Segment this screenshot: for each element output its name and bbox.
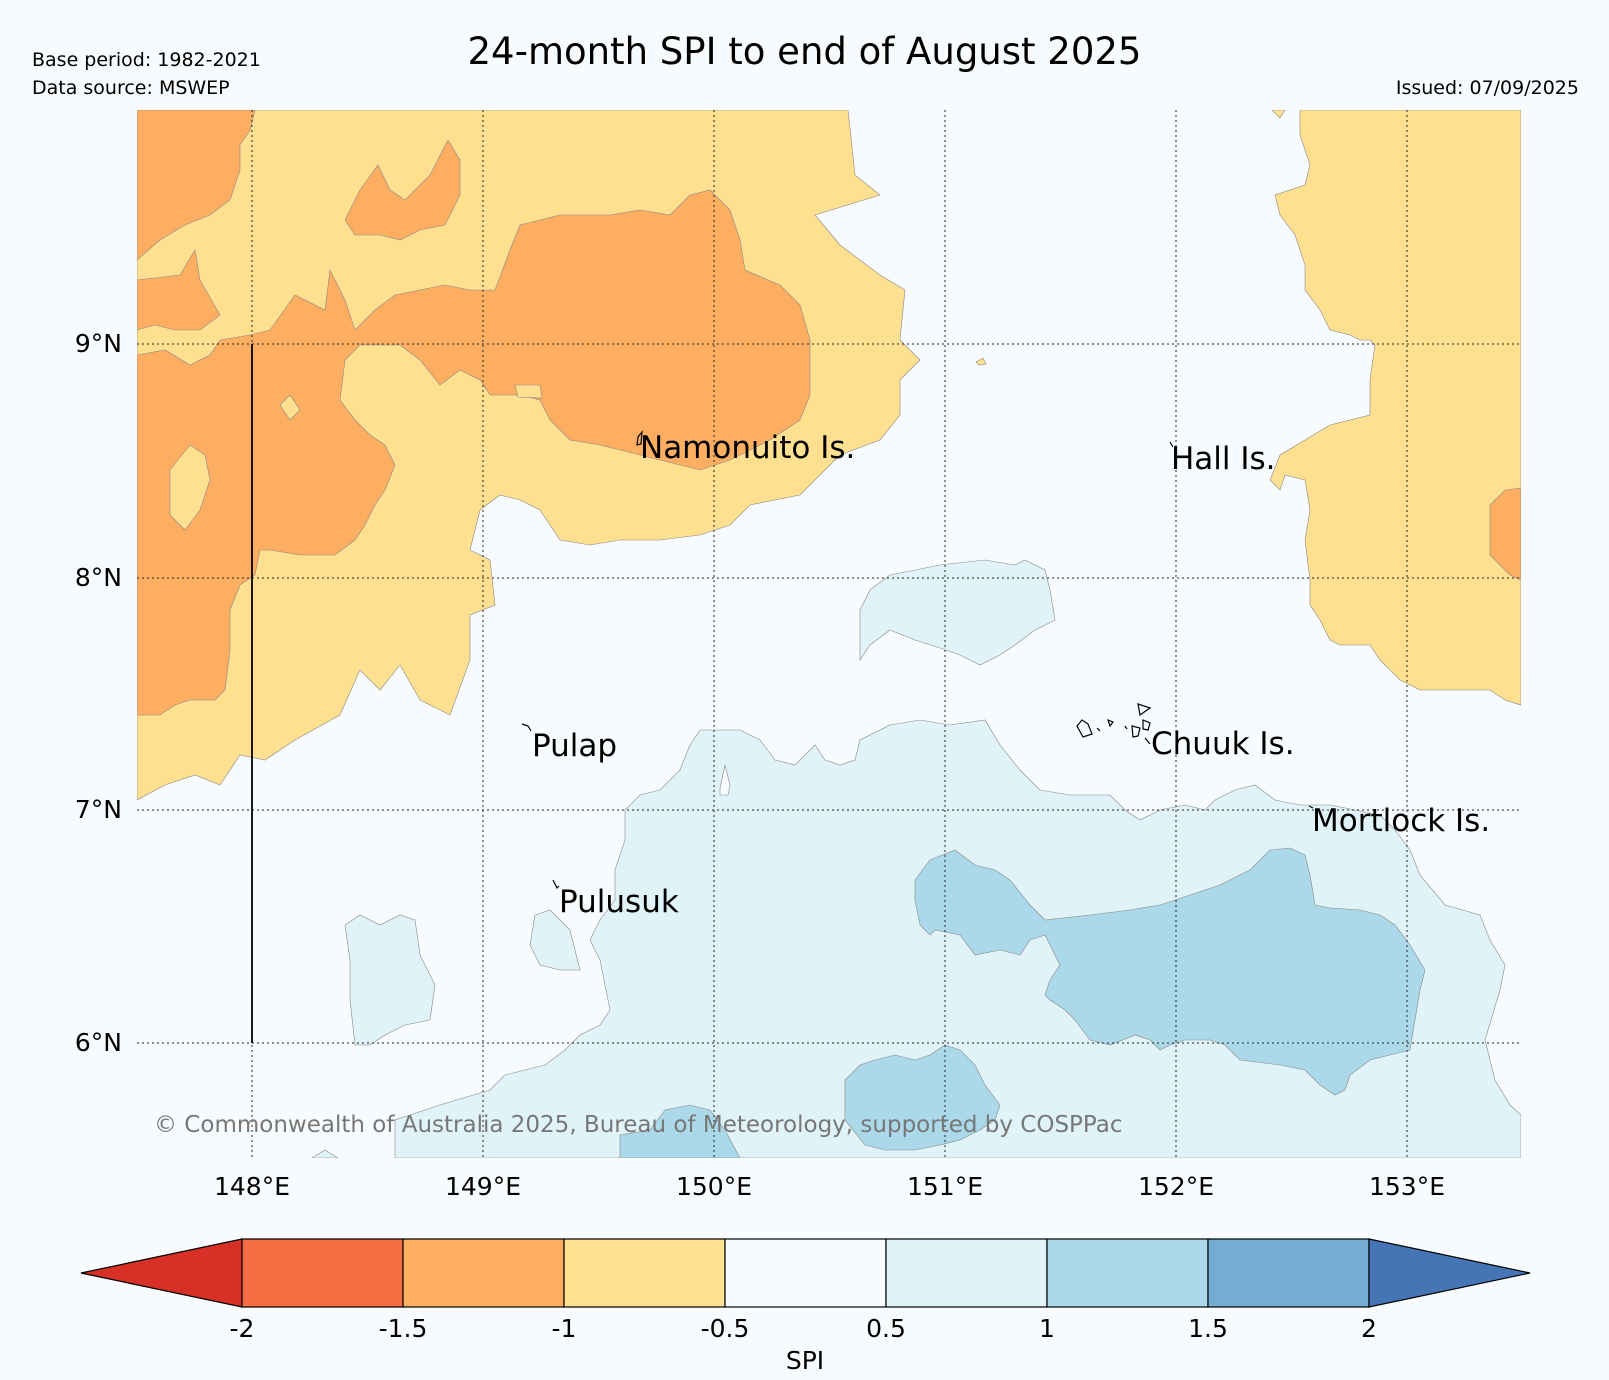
spi-pocket-white-1 xyxy=(719,764,731,796)
colorbar-segment-6 xyxy=(1046,1238,1209,1308)
colorbar-tick: 1.5 xyxy=(1188,1314,1228,1343)
lon-label-150e: 150°E xyxy=(676,1172,752,1201)
place-label-namonuito: Namonuito Is. xyxy=(640,430,855,466)
spi-zone-moderate-wet-east xyxy=(914,847,1426,1096)
lat-label-6n: 6°N xyxy=(75,1028,122,1057)
spi-pocket-orange-east xyxy=(1489,487,1521,581)
colorbar-tick: -2 xyxy=(230,1314,255,1343)
spi-pocket-yellow-2 xyxy=(279,394,301,421)
place-label-pulap: Pulap xyxy=(532,728,617,764)
colorbar-tick: -0.5 xyxy=(701,1314,750,1343)
colorbar-segment-4 xyxy=(724,1238,887,1308)
colorbar-label: SPI xyxy=(786,1346,824,1375)
colorbar-segment-2 xyxy=(402,1238,565,1308)
spi-pocket-yellow-3 xyxy=(514,384,543,399)
place-label-pulusuk: Pulusuk xyxy=(559,884,679,920)
island-shapes xyxy=(521,430,1314,890)
lon-label-151e: 151°E xyxy=(907,1172,983,1201)
map-area xyxy=(137,110,1521,1158)
colorbar-segment-7 xyxy=(1207,1238,1370,1308)
map-title: 24-month SPI to end of August 2025 xyxy=(467,30,1142,73)
lat-label-7n: 7°N xyxy=(75,795,122,824)
lat-label-9n: 9°N xyxy=(75,329,122,358)
spi-zone-wet-west-blob xyxy=(344,914,436,1046)
colorbar-tick: 0.5 xyxy=(866,1314,906,1343)
spi-zone-wet-sw-blob xyxy=(311,1149,339,1158)
lon-label-152e: 152°E xyxy=(1138,1172,1214,1201)
colorbar-tick: 2 xyxy=(1361,1314,1377,1343)
spi-zone-moderate-wet-south xyxy=(844,1044,1001,1151)
colorbar-segment-3 xyxy=(563,1238,726,1308)
spi-zone-dry-east xyxy=(1269,110,1521,706)
issued-date: Issued: 07/09/2025 xyxy=(1395,77,1579,99)
graticule xyxy=(137,110,1521,1158)
spi-pocket-yellow-ne xyxy=(1271,110,1286,119)
spi-zone-moderate-dry-north xyxy=(344,139,461,241)
colorbar-tick: -1 xyxy=(552,1314,577,1343)
spi-zone-moderate-wet-sw xyxy=(619,1104,741,1158)
place-label-chuuk: Chuuk Is. xyxy=(1151,726,1295,762)
lon-label-148e: 148°E xyxy=(214,1172,290,1201)
base-period: Base period: 1982-2021 xyxy=(32,49,261,71)
colorbar-tick: 1 xyxy=(1039,1314,1055,1343)
colorbar xyxy=(80,1238,1531,1308)
place-label-hall: Hall Is. xyxy=(1171,441,1276,477)
colorbar-tick: -1.5 xyxy=(379,1314,428,1343)
spi-pocket-yellow-center xyxy=(975,357,987,366)
colorbar-extend-low xyxy=(80,1238,243,1308)
colorbar-segment-1 xyxy=(241,1238,404,1308)
spi-zone-wet-north-blob xyxy=(859,559,1056,666)
spi-pocket-yellow-1 xyxy=(169,444,211,531)
lat-label-8n: 8°N xyxy=(75,563,122,592)
spi-zone-moderate-dry-west xyxy=(137,110,811,716)
place-label-mortlock: Mortlock Is. xyxy=(1312,803,1490,839)
lon-label-153e: 153°E xyxy=(1369,1172,1445,1201)
colorbar-segment-5 xyxy=(885,1238,1048,1308)
data-source: Data source: MSWEP xyxy=(32,77,230,99)
lon-label-149e: 149°E xyxy=(445,1172,521,1201)
colorbar-extend-high xyxy=(1368,1238,1531,1308)
spi-zone-wet-small-blob xyxy=(529,909,581,971)
copyright-text: © Commonwealth of Australia 2025, Bureau… xyxy=(154,1112,1123,1138)
